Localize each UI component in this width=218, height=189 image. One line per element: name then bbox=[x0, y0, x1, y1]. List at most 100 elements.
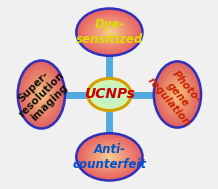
Ellipse shape bbox=[168, 81, 187, 108]
Ellipse shape bbox=[86, 140, 133, 174]
Ellipse shape bbox=[77, 134, 142, 180]
Ellipse shape bbox=[84, 139, 135, 175]
Ellipse shape bbox=[22, 67, 61, 122]
Ellipse shape bbox=[104, 90, 115, 99]
Ellipse shape bbox=[176, 92, 179, 97]
Ellipse shape bbox=[108, 156, 111, 158]
Ellipse shape bbox=[92, 144, 127, 170]
Ellipse shape bbox=[156, 64, 199, 125]
Ellipse shape bbox=[92, 20, 127, 45]
Ellipse shape bbox=[87, 141, 132, 173]
Ellipse shape bbox=[96, 85, 123, 104]
Ellipse shape bbox=[90, 143, 129, 171]
Ellipse shape bbox=[159, 69, 196, 120]
Ellipse shape bbox=[101, 151, 118, 163]
Ellipse shape bbox=[91, 144, 128, 170]
Ellipse shape bbox=[81, 136, 138, 177]
Ellipse shape bbox=[173, 88, 182, 101]
Ellipse shape bbox=[167, 80, 188, 109]
Ellipse shape bbox=[89, 80, 129, 109]
Ellipse shape bbox=[157, 66, 198, 123]
Ellipse shape bbox=[166, 78, 189, 111]
Ellipse shape bbox=[170, 85, 184, 104]
Ellipse shape bbox=[93, 145, 126, 168]
Ellipse shape bbox=[158, 67, 197, 122]
Ellipse shape bbox=[100, 88, 119, 101]
Ellipse shape bbox=[32, 81, 51, 108]
Ellipse shape bbox=[174, 90, 181, 99]
Ellipse shape bbox=[169, 83, 186, 106]
Ellipse shape bbox=[90, 81, 128, 108]
Ellipse shape bbox=[78, 135, 140, 179]
Ellipse shape bbox=[162, 73, 193, 116]
Ellipse shape bbox=[173, 88, 182, 101]
Ellipse shape bbox=[94, 83, 125, 106]
Ellipse shape bbox=[176, 92, 179, 97]
Ellipse shape bbox=[21, 65, 62, 124]
Ellipse shape bbox=[26, 72, 57, 117]
Ellipse shape bbox=[37, 89, 45, 100]
Ellipse shape bbox=[38, 90, 44, 99]
Ellipse shape bbox=[99, 149, 120, 164]
Text: UCNPs: UCNPs bbox=[84, 88, 135, 101]
Ellipse shape bbox=[87, 16, 132, 48]
Ellipse shape bbox=[101, 26, 118, 38]
Ellipse shape bbox=[85, 139, 134, 175]
Ellipse shape bbox=[27, 73, 56, 116]
Ellipse shape bbox=[98, 24, 121, 40]
Ellipse shape bbox=[78, 134, 141, 179]
Ellipse shape bbox=[103, 89, 116, 100]
Ellipse shape bbox=[37, 88, 46, 101]
Ellipse shape bbox=[28, 75, 55, 114]
Ellipse shape bbox=[157, 66, 198, 123]
Ellipse shape bbox=[102, 151, 117, 163]
Ellipse shape bbox=[28, 75, 55, 114]
Ellipse shape bbox=[39, 91, 44, 98]
Ellipse shape bbox=[37, 88, 46, 101]
Ellipse shape bbox=[168, 82, 187, 107]
Ellipse shape bbox=[83, 13, 136, 51]
Ellipse shape bbox=[94, 21, 125, 43]
Ellipse shape bbox=[158, 68, 197, 121]
Ellipse shape bbox=[164, 76, 191, 113]
Ellipse shape bbox=[104, 28, 115, 36]
Ellipse shape bbox=[160, 70, 195, 119]
Ellipse shape bbox=[106, 92, 113, 97]
Ellipse shape bbox=[90, 80, 129, 109]
Ellipse shape bbox=[90, 143, 129, 171]
Ellipse shape bbox=[76, 9, 143, 56]
Ellipse shape bbox=[170, 84, 185, 105]
Ellipse shape bbox=[99, 25, 120, 40]
Ellipse shape bbox=[91, 19, 128, 45]
Ellipse shape bbox=[90, 80, 129, 109]
Ellipse shape bbox=[79, 135, 140, 179]
Ellipse shape bbox=[36, 87, 47, 102]
Ellipse shape bbox=[102, 27, 116, 37]
Ellipse shape bbox=[105, 91, 113, 98]
Ellipse shape bbox=[26, 72, 57, 117]
Ellipse shape bbox=[95, 84, 124, 105]
Ellipse shape bbox=[107, 155, 112, 159]
Ellipse shape bbox=[22, 66, 61, 123]
Ellipse shape bbox=[22, 67, 60, 122]
Ellipse shape bbox=[29, 76, 54, 113]
Ellipse shape bbox=[80, 11, 139, 53]
Ellipse shape bbox=[172, 87, 183, 102]
Ellipse shape bbox=[104, 91, 114, 98]
Ellipse shape bbox=[169, 83, 185, 106]
Ellipse shape bbox=[99, 87, 120, 102]
Ellipse shape bbox=[34, 84, 49, 105]
Ellipse shape bbox=[162, 73, 192, 116]
Ellipse shape bbox=[79, 135, 140, 178]
Ellipse shape bbox=[164, 75, 191, 114]
Ellipse shape bbox=[87, 16, 131, 48]
Ellipse shape bbox=[169, 83, 186, 106]
Ellipse shape bbox=[109, 94, 110, 95]
Ellipse shape bbox=[90, 19, 128, 46]
Ellipse shape bbox=[33, 83, 49, 106]
Ellipse shape bbox=[24, 70, 58, 119]
Ellipse shape bbox=[98, 149, 121, 165]
Ellipse shape bbox=[108, 31, 111, 33]
Ellipse shape bbox=[97, 85, 122, 104]
Ellipse shape bbox=[82, 12, 137, 52]
